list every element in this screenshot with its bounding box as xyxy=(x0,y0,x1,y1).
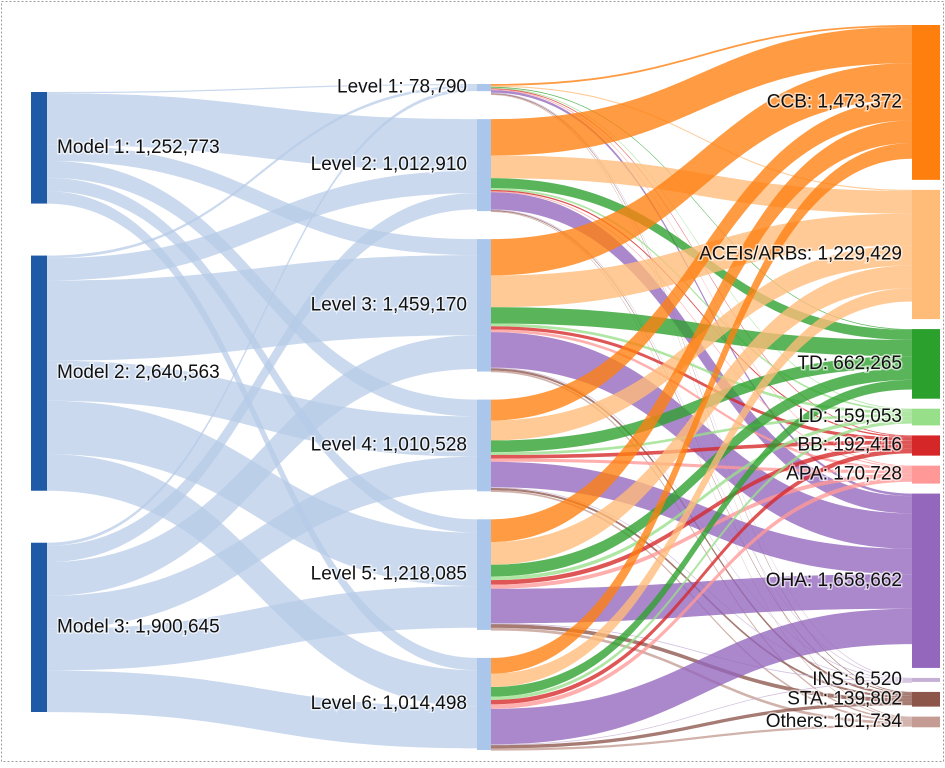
node-bar-model-2 xyxy=(31,255,47,491)
node-bar-aceis-arbs xyxy=(912,189,940,320)
flow-l1-to-ins xyxy=(491,92,912,679)
node-label-level-3: Level 3: 1,459,170 xyxy=(311,294,467,315)
flow-l6-to-apa xyxy=(491,477,912,709)
flow-l6-to-acei xyxy=(491,288,912,688)
node-bar-apa xyxy=(912,465,940,484)
flow-l6-to-oha xyxy=(491,608,912,745)
flow-l1-to-oha xyxy=(491,90,912,497)
flow-m2-to-l4 xyxy=(47,360,477,457)
flow-l6-to-bb xyxy=(491,448,912,705)
node-label-ccb: CCB: 1,473,372 xyxy=(767,91,902,112)
node-bar-level-3 xyxy=(477,239,491,372)
flow-m2-to-l1 xyxy=(47,85,477,259)
flow-m3-to-l2 xyxy=(47,193,477,563)
node-label-aceis-arbs: ACEIs/ARBs: 1,229,429 xyxy=(699,243,902,264)
node-bar-level-5 xyxy=(477,519,491,630)
flow-l6-to-sta xyxy=(491,701,912,749)
node-labels: Model 1: 1,252,773 Model 2: 2,640,563 Mode… xyxy=(56,75,904,733)
flow-m2-to-l5 xyxy=(47,400,477,587)
node-bars xyxy=(31,25,940,750)
flow-l1-to-acei xyxy=(491,85,912,191)
flow-l5-to-ccb xyxy=(491,120,912,543)
flow-l6-to-ld xyxy=(491,420,912,700)
flow-m1-to-l5 xyxy=(47,177,477,533)
flow-l3-to-bb xyxy=(491,326,912,441)
node-label-level-5: Level 5: 1,218,085 xyxy=(311,564,467,585)
flow-m2-to-l6 xyxy=(47,454,477,707)
flow-l6-to-td xyxy=(491,379,912,697)
flow-l2-to-ld xyxy=(491,188,912,412)
flow-l5-to-ld xyxy=(491,416,912,581)
node-label-level-4: Level 4: 1,010,528 xyxy=(311,434,467,455)
node-bar-level-2 xyxy=(477,119,491,212)
flow-m3-to-l1 xyxy=(47,87,477,546)
flow-m3-to-l3 xyxy=(47,335,477,596)
node-bar-sta xyxy=(912,691,940,707)
flow-l5-to-td xyxy=(491,368,912,577)
flow-l3-to-ld xyxy=(491,323,912,415)
node-label-level-6: Level 6: 1,014,498 xyxy=(311,693,467,714)
flow-m1-to-l6 xyxy=(47,191,477,671)
flow-m1-to-l1 xyxy=(47,84,477,94)
node-label-others: Others: 101,734 xyxy=(766,711,903,732)
node-label-apa: APA: 170,728 xyxy=(786,464,902,485)
flow-l4-to-apa xyxy=(491,458,912,474)
node-label-level-2: Level 2: 1,012,910 xyxy=(311,154,467,175)
flow-l3-to-ccb xyxy=(491,63,912,276)
node-bar-others xyxy=(912,716,940,728)
node-bar-ccb xyxy=(912,25,940,180)
node-bar-level-1 xyxy=(477,84,491,92)
node-bar-bb xyxy=(912,435,940,456)
flow-l1-to-apa xyxy=(491,89,912,467)
flow-l4-to-bb xyxy=(491,440,912,459)
node-label-model-1: Model 1: 1,252,773 xyxy=(57,137,220,158)
flow-l4-to-acei xyxy=(491,245,912,441)
flow-l4-to-ld xyxy=(491,414,912,455)
flow-l1-to-ccb xyxy=(491,25,912,86)
flow-l5-to-ins xyxy=(491,623,912,682)
flow-m2-to-l3 xyxy=(47,255,477,361)
node-bar-model-3 xyxy=(31,542,47,712)
node-bar-oha xyxy=(912,493,940,668)
flow-m3-to-l5 xyxy=(47,586,477,671)
node-bar-ins xyxy=(912,677,940,682)
node-label-ld: LD: 159,053 xyxy=(798,406,902,427)
flow-l1-to-sta xyxy=(491,93,912,693)
node-bar-td xyxy=(912,329,940,399)
flow-links xyxy=(47,25,912,751)
node-label-model-2: Model 2: 2,640,563 xyxy=(57,362,220,383)
node-label-sta: STA: 139,802 xyxy=(787,688,902,709)
node-label-ins: INS: 6,520 xyxy=(812,669,902,690)
flow-m1-to-l2 xyxy=(47,93,477,171)
flow-l6-to-ins xyxy=(491,681,912,746)
flow-l6-to-ccb xyxy=(491,143,912,674)
node-label-td: TD: 662,265 xyxy=(797,353,902,374)
flow-l2-to-bb xyxy=(491,189,912,438)
flow-l6-to-oth xyxy=(491,724,912,751)
node-bar-model-1 xyxy=(31,92,47,204)
node-label-model-3: Model 3: 1,900,645 xyxy=(57,616,220,637)
flow-m3-to-l6 xyxy=(47,670,477,749)
node-bar-ld xyxy=(912,408,940,426)
node-bar-level-6 xyxy=(477,657,491,750)
flow-m1-to-l3 xyxy=(47,144,477,256)
flow-l1-to-td xyxy=(491,86,912,330)
flow-l5-to-apa xyxy=(491,473,912,589)
flow-l2-to-ccb xyxy=(491,26,912,156)
node-bar-level-4 xyxy=(477,399,491,492)
flow-m3-to-l4 xyxy=(47,456,477,629)
flow-l4-to-ccb xyxy=(491,99,912,421)
flow-l3-to-oth xyxy=(491,370,912,720)
node-label-bb: BB: 192,416 xyxy=(797,435,902,456)
node-label-oha: OHA: 1,658,662 xyxy=(766,570,902,591)
flow-m2-to-l2 xyxy=(47,170,477,281)
node-label-level-1: Level 1: 78,790 xyxy=(337,77,467,98)
flow-l5-to-bb xyxy=(491,444,912,585)
